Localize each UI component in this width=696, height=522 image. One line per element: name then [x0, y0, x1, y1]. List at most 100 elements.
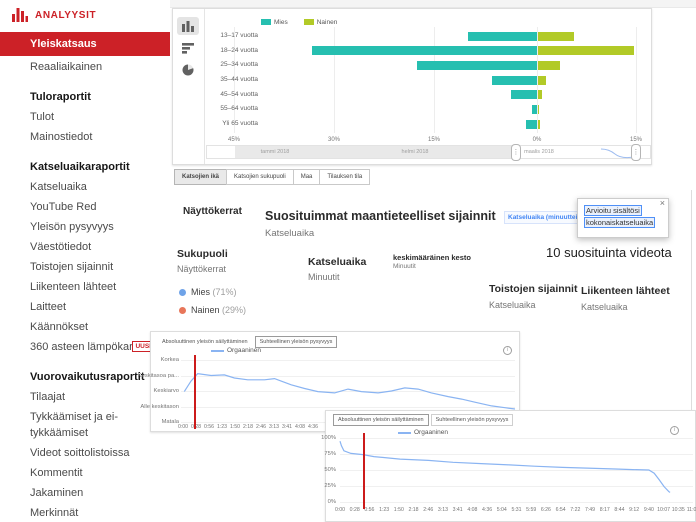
demographics-legend: Mies Nainen: [261, 19, 337, 26]
y-axis-label: Alle keskitason: [140, 403, 179, 410]
sidebar-item-reaaliaikainen[interactable]: Reaaliaikainen: [0, 58, 170, 76]
bar-mies: [510, 90, 537, 100]
x-axis-label: 9:12: [629, 507, 640, 513]
grouped-bars-chart-icon[interactable]: [177, 17, 199, 35]
y-axis-label: Matala: [161, 419, 179, 425]
y-axis-label: Keskitasoa pa...: [137, 372, 179, 379]
y-axis-label: 0%: [327, 499, 336, 505]
x-axis-label: 4:36: [307, 424, 319, 430]
x-axis-label: 10:07: [657, 507, 671, 513]
scrubber-handle-left[interactable]: ⋮: [511, 144, 521, 161]
legend-label: Nainen: [316, 19, 338, 26]
sidebar-item-yleis-n-pysyvyys[interactable]: Yleisön pysyvyys: [0, 218, 170, 236]
sidebar-item-toistojen-sijainnit[interactable]: Toistojen sijainnit: [0, 258, 170, 276]
x-axis-label: 2:18: [408, 507, 419, 513]
sidebar-item-label: Liikenteen lähteet: [30, 281, 117, 293]
info-icon[interactable]: i: [670, 426, 679, 435]
sidebar-item-katseluaika[interactable]: Katseluaika: [0, 178, 170, 196]
sidebar-item-merkinn-t[interactable]: Merkinnät: [0, 504, 170, 522]
close-icon[interactable]: ×: [659, 198, 665, 208]
sidebar-item-v-est-tiedot[interactable]: Väestötiedot: [0, 238, 170, 256]
timeline-scrubber[interactable]: tammi 2018 helmi 2018 maalis 2018 ⋮ ⋮: [206, 144, 651, 161]
timeline-selected-range: [235, 146, 515, 158]
watchtime-heading: Katseluaika: [308, 256, 367, 268]
x-axis-label: 3:41: [281, 424, 293, 430]
position-marker[interactable]: [362, 433, 365, 509]
sidebar-item-liikenteen-l-hteet[interactable]: Liikenteen lähteet: [0, 278, 170, 296]
x-axis-label: 15%: [629, 137, 642, 143]
retention-tabs: Absoluuttinen yleisön säilyttäminen Suht…: [333, 414, 514, 426]
position-marker[interactable]: [194, 355, 197, 429]
y-axis-label: 100%: [321, 435, 336, 441]
traffic-sources-subheading: Katseluaika: [581, 302, 628, 312]
absolute-retention-panel: Absoluuttinen yleisön säilyttäminen Suht…: [321, 410, 696, 522]
x-axis-label: 5:31: [511, 507, 522, 513]
horizontal-bars-chart-icon[interactable]: [177, 39, 199, 57]
gridline: [181, 360, 515, 361]
filter-chip-tilauksen-tila[interactable]: Tilauksen tila: [319, 169, 371, 185]
sidebar-item-katseluaikaraportit[interactable]: Katseluaikaraportit: [0, 158, 170, 176]
chart-type-rail: [173, 9, 205, 164]
tab-relative-retention[interactable]: Suhteellinen yleisön pysyvyys: [254, 336, 338, 348]
sidebar-item-label: Tulot: [30, 111, 55, 123]
sidebar-item-kommentit[interactable]: Kommentit: [0, 464, 170, 482]
filter-chip-maa[interactable]: Maa: [292, 169, 321, 185]
info-icon[interactable]: i: [503, 346, 512, 355]
sidebar-item-label: Käännökset: [30, 321, 89, 333]
sidebar-item-jakaminen[interactable]: Jakaminen: [0, 484, 170, 502]
scrubber-handle-right[interactable]: ⋮: [631, 144, 641, 161]
timeline-label: helmi 2018: [401, 149, 429, 155]
gridline: [340, 438, 693, 439]
sidebar-item-k-nn-kset[interactable]: Käännökset: [0, 318, 170, 336]
y-axis-label: Keskiarvo: [153, 388, 179, 394]
sidebar-item-label: Videot soittolistoissa: [30, 447, 130, 459]
sidebar-item-yleiskatsaus[interactable]: Yleiskatsaus: [0, 32, 170, 56]
sidebar-item-tuloraportit[interactable]: Tuloraportit: [0, 88, 170, 106]
sidebar-item-tulot[interactable]: Tulot: [0, 108, 170, 126]
gridline: [340, 486, 693, 487]
x-axis-label: 6:26: [540, 507, 551, 513]
sidebar-item-tykk-miset-ja-ei-tykk-miset[interactable]: Tykkäämiset ja ei-tykkäämiset: [0, 408, 170, 442]
sidebar-item-tilaajat[interactable]: Tilaajat: [0, 388, 170, 406]
sidebar-item-mainostiedot[interactable]: Mainostiedot: [0, 128, 170, 146]
gridline: [636, 27, 637, 133]
sidebar-item-360-asteen-l-mp-kartat[interactable]: 360 asteen lämpökartat UUSI: [0, 338, 170, 356]
bar-nainen: [537, 60, 560, 70]
sidebar-item-vuorovaikutusraportit[interactable]: Vuorovaikutusraportit: [0, 368, 170, 386]
age-group-label: 18–24 vuotta: [220, 46, 258, 54]
sidebar-item-laitteet[interactable]: Laitteet: [0, 298, 170, 316]
nainen-dot-icon: [179, 307, 186, 314]
y-axis-label: 25%: [324, 483, 336, 489]
legend-item-nainen: Nainen: [303, 19, 338, 26]
logo[interactable]: ANALYYSIT: [12, 8, 96, 22]
sidebar-item-label: Toistojen sijainnit: [30, 261, 114, 273]
tab-absolute-retention[interactable]: Absoluuttinen yleisön säilyttäminen: [157, 336, 253, 348]
pie-chart-icon[interactable]: [177, 61, 199, 79]
gender-pct: (71%): [212, 287, 237, 297]
bar-nainen: [537, 90, 542, 100]
x-axis-label: 0:56: [203, 424, 215, 430]
x-axis-label: 0:00: [177, 424, 189, 430]
sidebar-item-youtube-red[interactable]: YouTube Red: [0, 198, 170, 216]
x-axis-label: 4:08: [294, 424, 306, 430]
sidebar-item-label: Merkinnät: [30, 507, 79, 519]
x-axis-label: 5:04: [496, 507, 507, 513]
x-axis-label: 5:59: [526, 507, 537, 513]
sidebar-nav: Yleiskatsaus Reaaliaikainen Tuloraportit Tu…: [0, 32, 170, 522]
x-axis-label: 0%: [532, 137, 542, 143]
sidebar-item-videot-soittolistoissa[interactable]: Videot soittolistoissa: [0, 444, 170, 462]
filter-chip-katsojien-ik[interactable]: Katsojien ikä: [174, 169, 228, 185]
sidebar-item-label: Väestötiedot: [30, 241, 92, 253]
age-group-label: 45–54 vuotta: [220, 90, 258, 98]
gridline: [234, 27, 235, 133]
gridline: [334, 27, 335, 133]
tab-absolute-retention[interactable]: Absoluuttinen yleisön säilyttäminen: [333, 414, 429, 426]
gender-label: Nainen: [191, 305, 220, 315]
tab-relative-retention[interactable]: Suhteellinen yleisön pysyvyys: [430, 414, 514, 426]
x-axis-label: 15%: [427, 137, 440, 143]
filter-chips: Katsojien ikä Katsojien sukupuoli Maa Tilau…: [174, 169, 371, 185]
retention-line-chart: [339, 441, 671, 493]
filter-chip-katsojien-sukupuoli[interactable]: Katsojien sukupuoli: [226, 169, 294, 185]
series-name: Orgaaninen: [227, 347, 261, 354]
